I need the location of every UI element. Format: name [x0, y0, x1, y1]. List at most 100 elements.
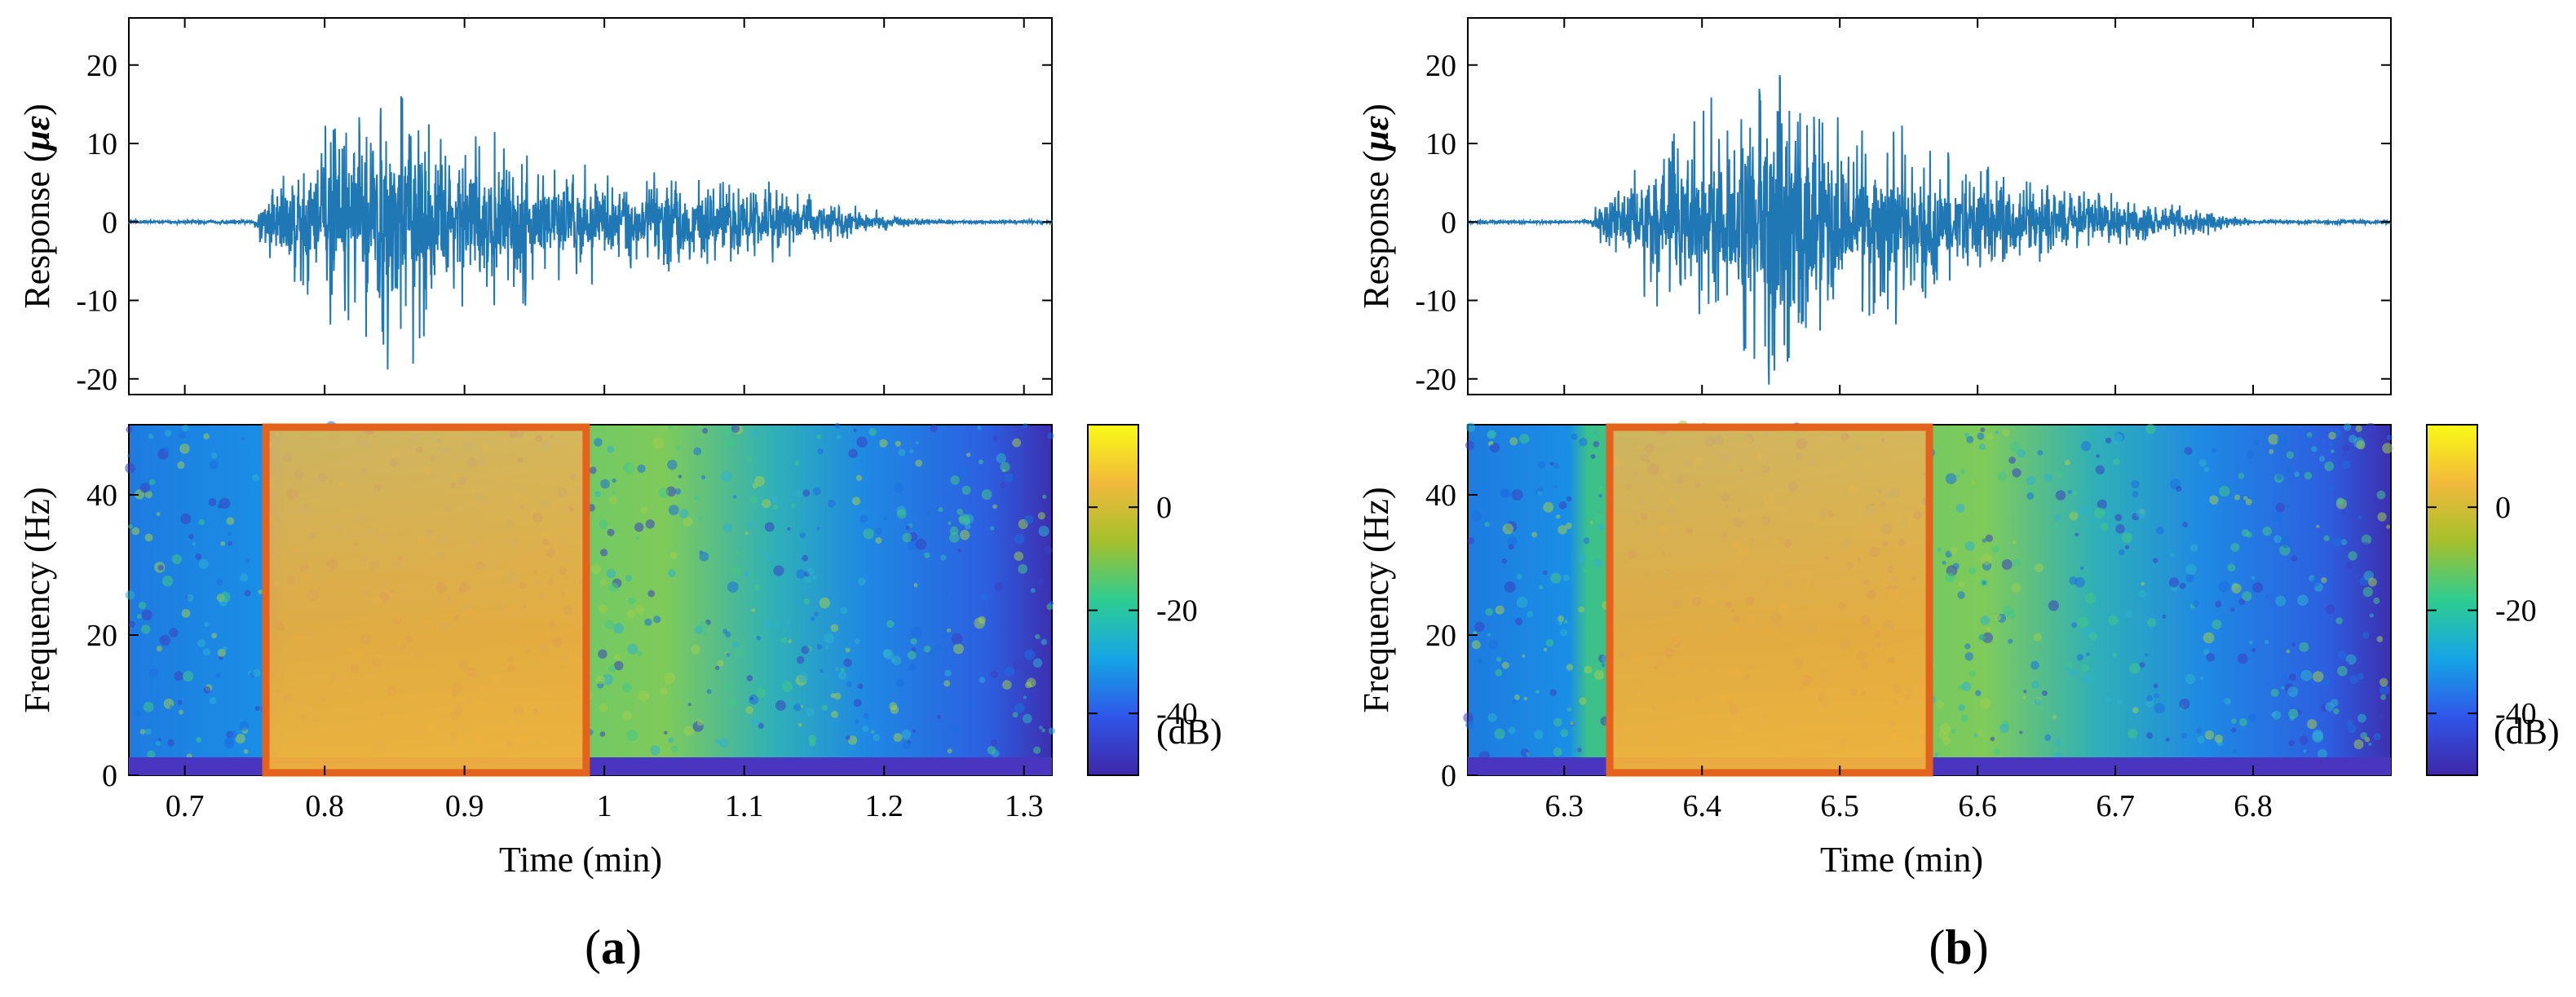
speckle — [1495, 668, 1503, 677]
speckle — [163, 446, 170, 453]
speckle — [950, 475, 960, 485]
speckle — [215, 673, 221, 679]
speckle — [717, 660, 724, 667]
speckle — [186, 593, 194, 602]
speckle — [1014, 533, 1025, 545]
speckle — [1958, 580, 1965, 588]
speckle — [164, 430, 172, 437]
xtick-label: 6.8 — [2234, 789, 2273, 823]
speckle — [645, 519, 655, 529]
panel-b-spectrogram-xlabel: Time (min) — [1820, 840, 1983, 880]
speckle — [798, 672, 809, 683]
speckle — [836, 435, 842, 439]
speckle — [1578, 606, 1584, 613]
speckle — [141, 609, 152, 620]
speckle — [1526, 752, 1530, 756]
speckle — [1030, 588, 1036, 593]
speckle — [990, 670, 998, 678]
speckle — [2275, 595, 2287, 607]
speckle — [893, 733, 903, 743]
speckle — [2033, 633, 2043, 642]
speckle — [1477, 658, 1483, 664]
speckle — [2242, 591, 2252, 602]
speckle — [2067, 490, 2072, 494]
speckle — [1487, 430, 1495, 439]
speckle — [1955, 503, 1965, 513]
speckle — [244, 589, 251, 597]
speckle — [1509, 437, 1518, 446]
speckle — [915, 441, 919, 445]
speckle — [638, 690, 649, 702]
speckle — [668, 569, 676, 577]
speckle — [2153, 683, 2158, 689]
speckle — [1589, 520, 1593, 524]
speckle — [994, 582, 1004, 592]
xtick-label: 0.8 — [305, 789, 344, 823]
speckle — [2215, 600, 2222, 608]
speckle — [177, 461, 185, 470]
panel-b-response-signal — [1467, 74, 2392, 385]
speckle — [2345, 661, 2349, 665]
speckle — [2376, 636, 2384, 642]
speckle — [653, 615, 661, 624]
speckle — [2125, 610, 2133, 618]
ytick-label: 10 — [86, 127, 117, 161]
speckle — [2337, 665, 2348, 677]
speckle — [1012, 438, 1022, 448]
speckle — [2305, 435, 2312, 442]
speckle — [1538, 461, 1546, 469]
speckle — [2001, 559, 2013, 570]
speckle — [2268, 434, 2279, 445]
speckle — [670, 551, 678, 559]
speckle — [862, 726, 869, 732]
speckle — [241, 436, 245, 441]
speckle — [2262, 526, 2272, 536]
speckle — [812, 487, 821, 496]
speckle — [627, 643, 638, 655]
panel-a-spectrogram-xlabel: Time (min) — [499, 840, 662, 880]
speckle — [599, 519, 608, 529]
speckle — [668, 505, 679, 516]
speckle — [1560, 629, 1568, 637]
speckle — [2312, 671, 2324, 682]
speckle — [2325, 702, 2335, 712]
speckle — [911, 626, 922, 638]
speckle — [197, 639, 205, 648]
speckle — [773, 621, 781, 629]
panel-a-label: (a) — [585, 920, 642, 974]
speckle — [943, 680, 951, 687]
speckle — [902, 532, 912, 543]
speckle — [2113, 458, 2120, 465]
speckle — [157, 564, 164, 571]
speckle — [731, 641, 739, 648]
speckle — [2002, 429, 2010, 437]
speckle — [699, 551, 709, 562]
speckle — [883, 649, 894, 660]
colorbar-tick-label: -20 — [1156, 594, 1198, 629]
speckle — [1593, 440, 1600, 448]
speckle — [961, 485, 971, 495]
speckle — [2165, 738, 2170, 742]
speckle — [179, 709, 183, 715]
speckle — [2017, 449, 2026, 458]
speckle — [1463, 712, 1474, 723]
speckle — [144, 533, 153, 542]
speckle — [2272, 511, 2283, 523]
speckle — [1945, 473, 1957, 484]
panel-b: -20 -10 0 10 20 Response (με) 0 20 40 6.3 6.4 6.5… — [1356, 17, 2560, 974]
panel-a-spectrogram-ylabel: Frequency (Hz) — [17, 487, 57, 712]
speckle — [2238, 718, 2247, 726]
speckle — [758, 722, 764, 729]
speckle — [2231, 718, 2237, 724]
speckle — [1501, 661, 1509, 669]
speckle — [1514, 617, 1523, 625]
speckle — [599, 704, 608, 712]
speckle — [2147, 618, 2157, 628]
speckle — [2117, 698, 2124, 705]
speckle — [2312, 729, 2324, 741]
speckle — [806, 708, 815, 717]
speckle — [713, 443, 718, 448]
speckle — [959, 530, 970, 540]
ytick-label: 0 — [1441, 205, 1456, 240]
panel-a-response-ticks: -20 -10 0 10 20 — [76, 18, 1052, 397]
